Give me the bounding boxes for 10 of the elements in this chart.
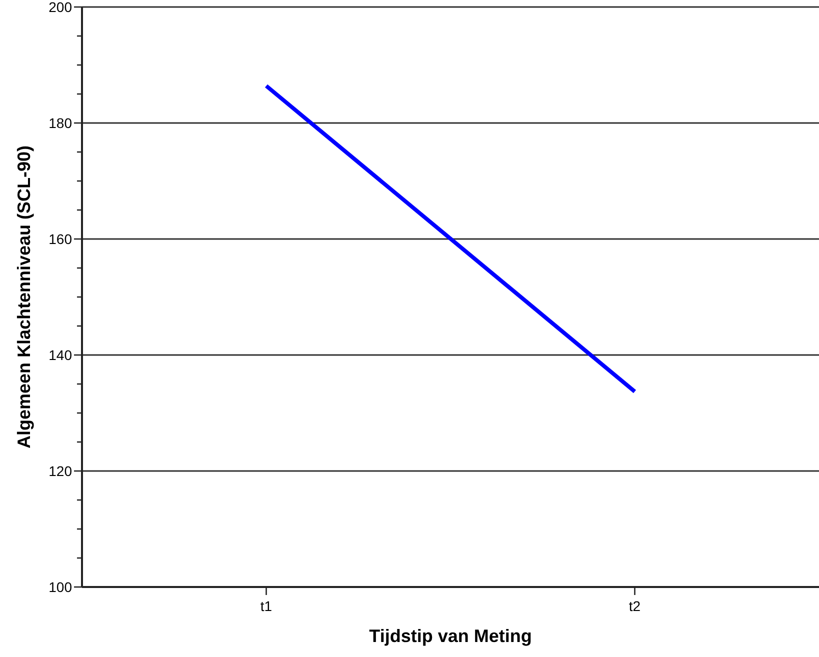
y-tick-label: 120 — [48, 462, 72, 479]
y-axis-title: Algemeen Klachtenniveau (SCL-90) — [14, 145, 34, 449]
x-axis-title: Tijdstip van Meting — [369, 626, 532, 646]
y-tick-label: 200 — [48, 0, 72, 15]
y-tick-label: 160 — [48, 230, 72, 247]
x-tick-label: t1 — [260, 598, 272, 614]
x-tick-label: t2 — [628, 598, 641, 614]
y-tick-label: 100 — [48, 578, 72, 595]
y-tick-label: 140 — [48, 346, 72, 363]
y-tick-label: 180 — [48, 114, 72, 131]
